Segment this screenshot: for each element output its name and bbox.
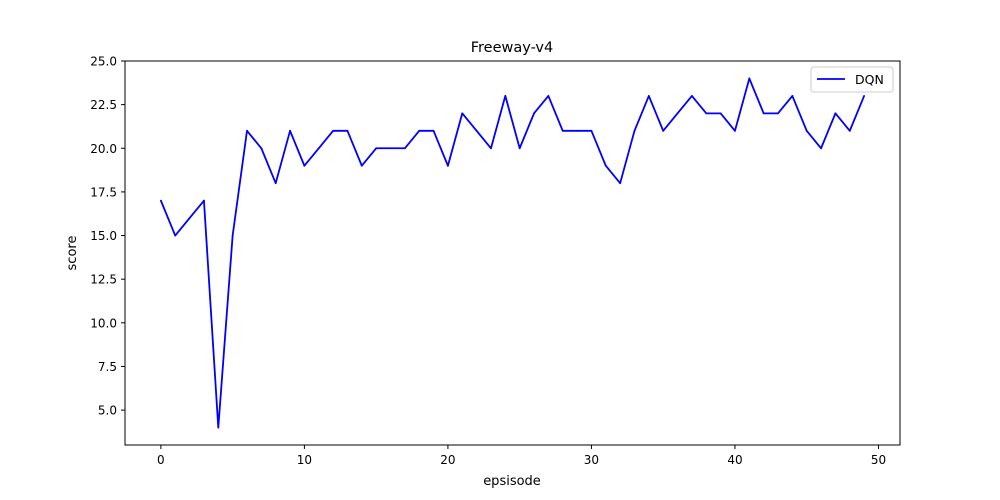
legend-label-dqn: DQN	[855, 72, 884, 87]
data-point	[403, 147, 406, 150]
data-point	[332, 129, 334, 132]
data-point	[360, 164, 363, 167]
data-point	[432, 129, 435, 132]
data-point	[676, 112, 679, 115]
x-tick-label: 20	[440, 453, 455, 467]
data-point	[260, 147, 263, 150]
data-point	[734, 129, 736, 132]
y-tick-label: 15.0	[90, 229, 117, 243]
data-point	[576, 129, 578, 132]
y-tick-label: 22.5	[90, 98, 117, 112]
data-point	[188, 217, 191, 219]
data-point	[461, 112, 464, 115]
x-axis-label: epsisode	[483, 474, 541, 489]
data-point	[518, 147, 521, 150]
data-point	[533, 112, 535, 115]
plot-frame	[124, 60, 901, 446]
data-point	[475, 129, 478, 132]
data-point	[274, 182, 277, 185]
data-point	[303, 164, 306, 167]
data-point	[633, 129, 636, 132]
plot-area: 0 10 20 30 40 50 5.0 7.5 10.0 12.5 15.0 17.5 20.0 22.…	[90, 55, 901, 467]
data-point	[619, 182, 622, 185]
data-point	[174, 234, 177, 237]
data-point	[863, 95, 866, 97]
data-point	[691, 95, 693, 97]
y-tick-label: 25.0	[90, 55, 117, 69]
data-point	[203, 199, 205, 202]
data-point	[231, 234, 234, 237]
y-tick-label: 7.5	[98, 360, 117, 374]
x-tick-label: 30	[584, 453, 599, 467]
data-point	[791, 95, 794, 97]
data-point	[561, 129, 564, 132]
data-point	[590, 129, 593, 132]
chart-title: Freeway-v4	[471, 40, 554, 56]
data-point	[719, 112, 722, 115]
x-tick-label: 40	[727, 453, 742, 467]
series-line-dqn	[160, 77, 865, 429]
data-point	[317, 147, 320, 150]
data-point	[447, 164, 449, 167]
data-point	[662, 129, 665, 132]
data-point	[418, 129, 421, 132]
data-point	[217, 426, 220, 429]
data-point	[834, 112, 837, 115]
data-point	[346, 129, 349, 132]
data-point	[848, 129, 851, 132]
data-point	[159, 199, 162, 202]
data-point	[604, 164, 607, 167]
y-tick-label: 12.5	[90, 273, 117, 287]
x-tick-label: 0	[157, 453, 165, 467]
data-point	[762, 112, 765, 115]
data-point	[389, 147, 392, 150]
data-point	[805, 129, 808, 132]
y-tick-label: 10.0	[90, 316, 117, 330]
data-point	[246, 129, 248, 132]
data-point	[547, 95, 550, 97]
data-point	[375, 147, 378, 150]
data-point	[490, 147, 492, 150]
legend-box	[810, 66, 894, 93]
x-tick-label: 50	[871, 453, 886, 467]
data-point	[647, 95, 650, 97]
y-tick-label: 5.0	[98, 404, 117, 418]
x-tick-label: 10	[297, 453, 312, 467]
legend: DQN	[810, 66, 894, 93]
data-point	[777, 112, 779, 115]
data-point	[289, 129, 291, 132]
data-point	[504, 95, 507, 97]
y-axis-label: score	[65, 236, 80, 271]
data-point	[748, 77, 751, 80]
data-point	[705, 112, 708, 115]
data-point	[820, 147, 822, 150]
y-tick-label: 20.0	[90, 142, 117, 156]
y-tick-label: 17.5	[90, 185, 117, 199]
